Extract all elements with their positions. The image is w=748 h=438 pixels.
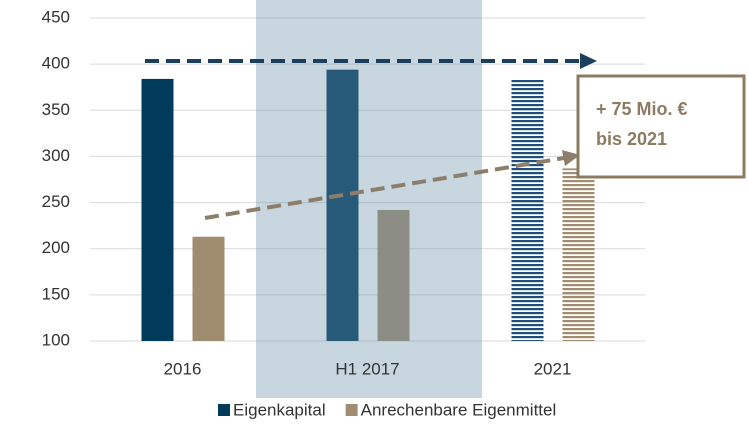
bar [377,209,410,341]
bar [511,78,544,341]
annotation-box [576,74,746,179]
y-tick-label: 250 [42,192,70,211]
grid [90,17,645,342]
y-tick-label: 300 [42,146,70,165]
legend-label: Eigenkapital [233,400,326,419]
y-tick-label: 100 [42,330,70,349]
x-tick-label: 2021 [534,359,572,378]
bar [192,236,225,341]
y-tick-label: 350 [42,100,70,119]
y-tick-label: 150 [42,284,70,303]
bar [326,69,359,342]
highlight-band [256,0,482,398]
arrow-line [204,156,565,220]
bars [141,69,595,342]
bar [562,168,595,341]
legend-label: Anrechenbare Eigenmittel [361,400,557,419]
arrow-head [580,53,597,69]
x-tick-label: H1 2017 [335,359,399,378]
y-tick-label: 400 [42,54,70,73]
legend-swatch [345,404,358,416]
annotation-text: + 75 Mio. € [596,99,688,119]
legend-swatch [218,404,230,416]
arrow-head [562,150,580,166]
x-tick-label: 2016 [164,359,202,378]
y-tick-label: 450 [42,7,70,26]
bar [141,78,174,341]
y-tick-label: 200 [42,238,70,257]
labels: 100 150 200 250 300 350 400 450 2016 H1 2017 2021 E… [42,7,572,419]
annotation-text: bis 2021 [596,129,667,149]
